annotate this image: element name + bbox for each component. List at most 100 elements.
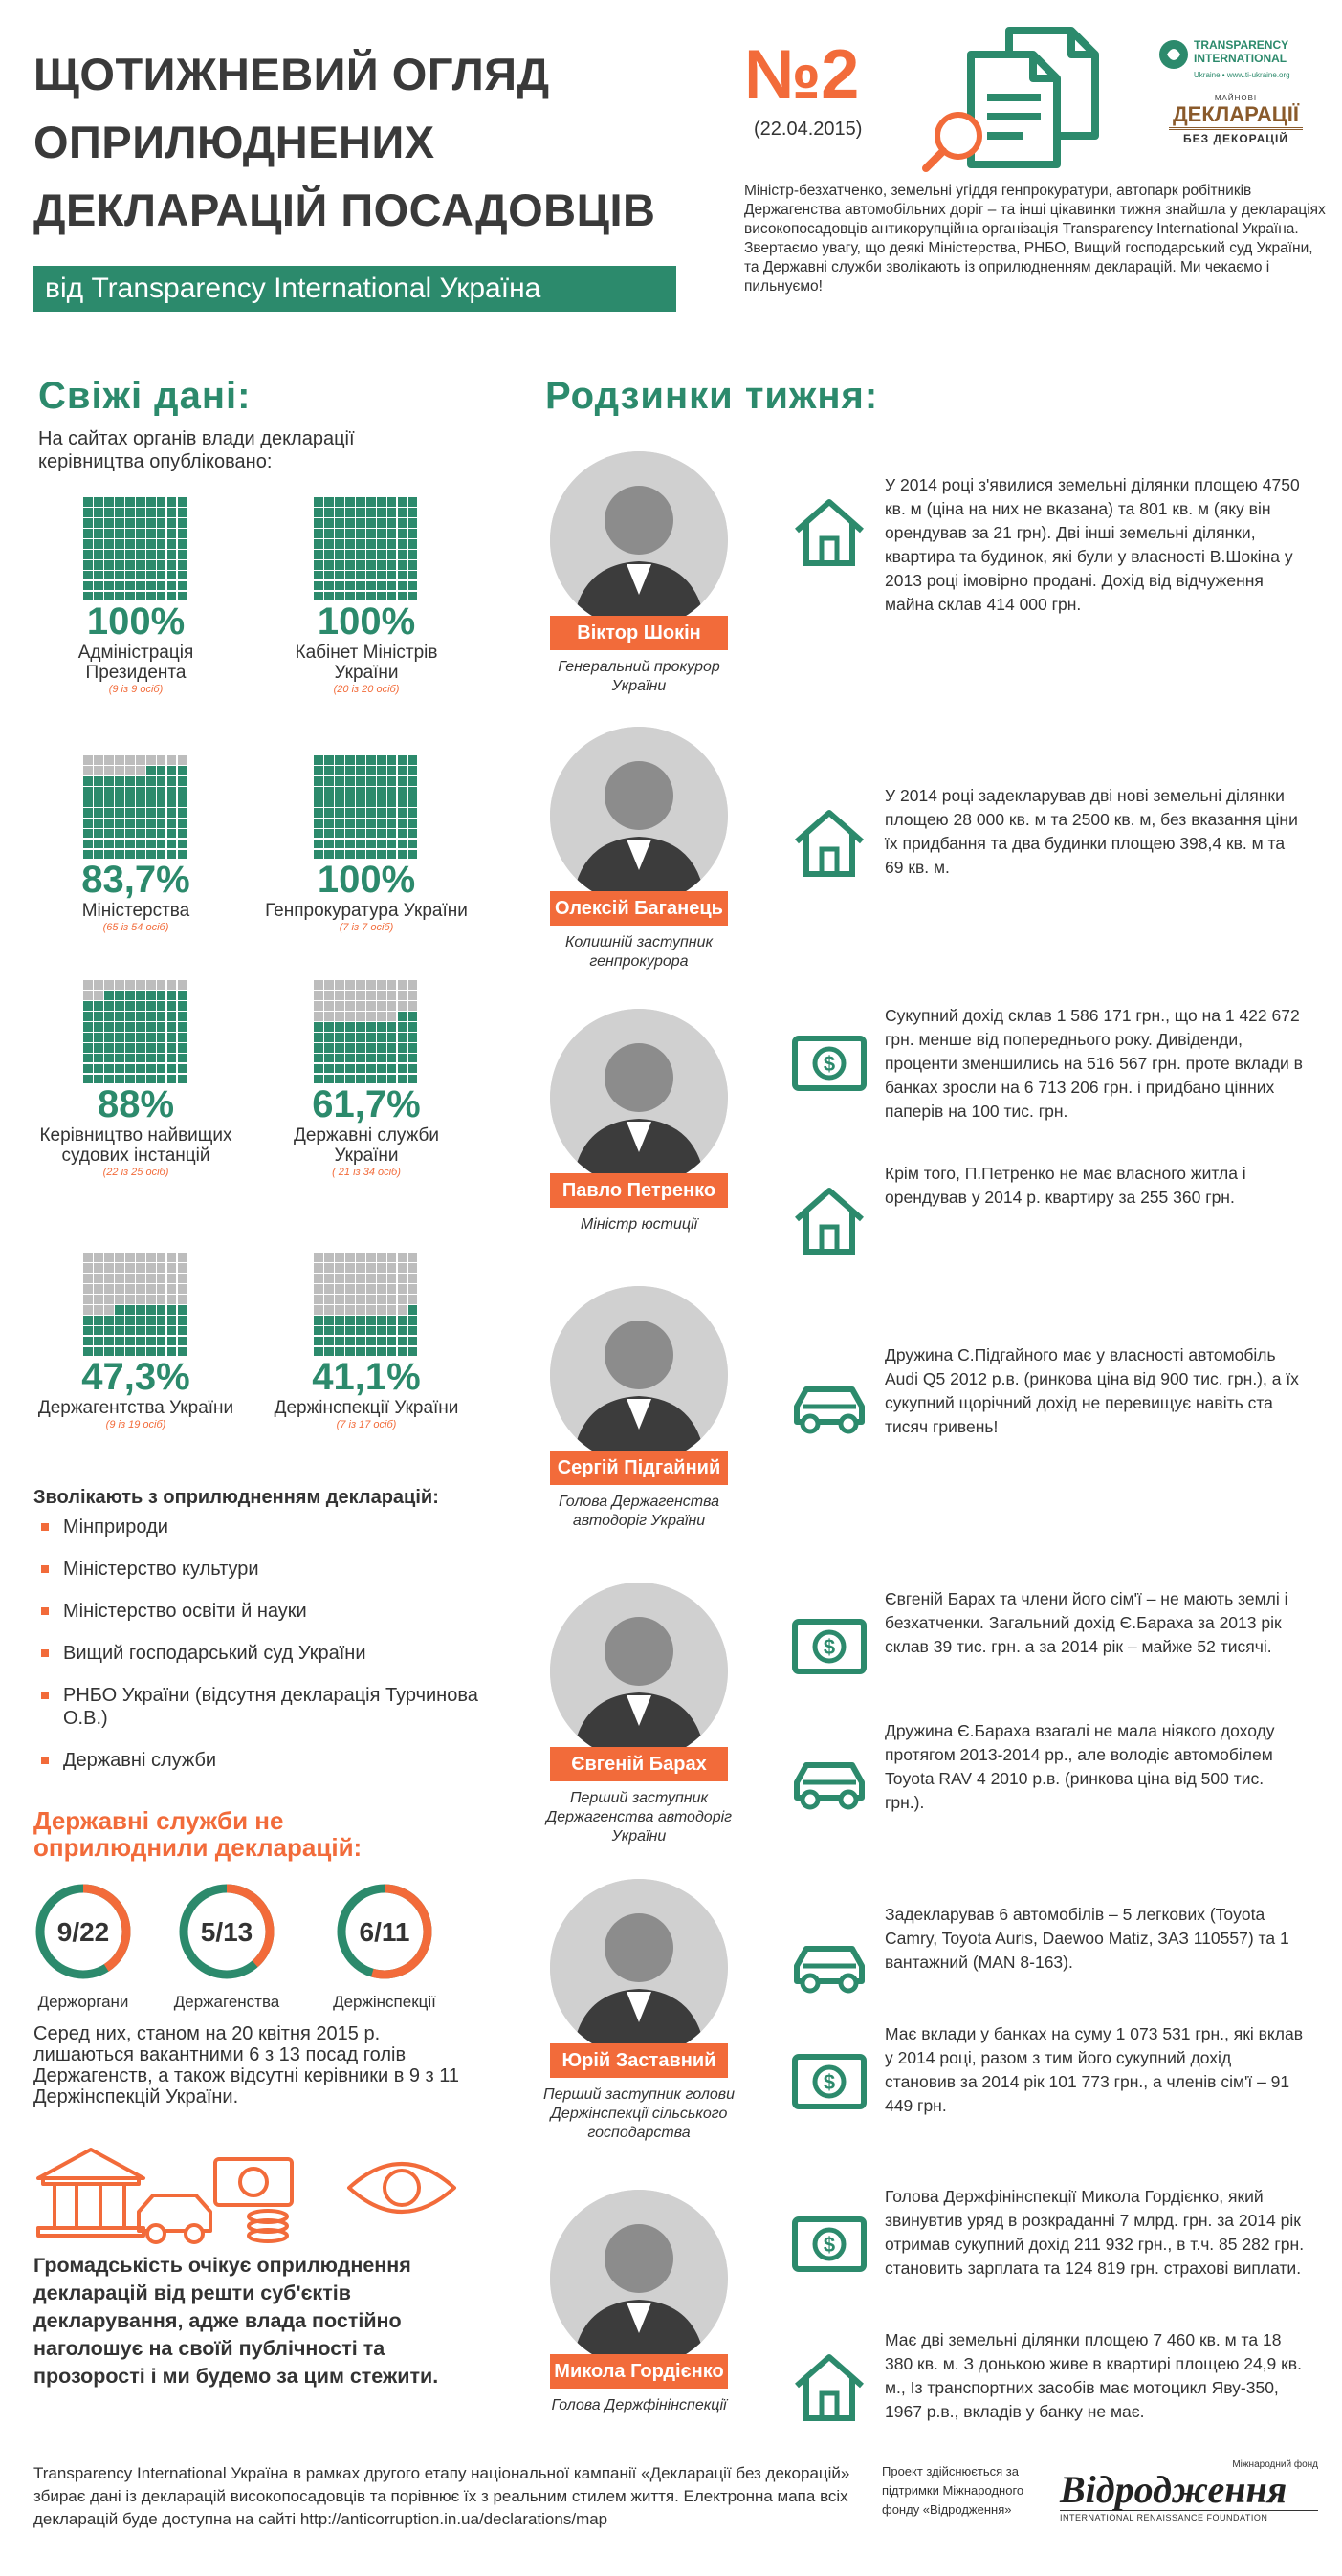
waffle-cell — [334, 990, 344, 1000]
waffle-cell — [314, 570, 323, 580]
waffle-cell — [314, 1253, 323, 1262]
waffle-cell — [103, 1000, 114, 1011]
waffle-cell — [114, 849, 124, 860]
waffle-cell — [177, 990, 187, 1000]
waffle-cell — [145, 797, 156, 807]
waffle-cell — [114, 1262, 124, 1273]
waffle-cell — [177, 559, 187, 570]
waffle-cell — [177, 828, 187, 839]
waffle-cell — [397, 1011, 407, 1021]
waffle-cell — [344, 849, 355, 860]
money-icon: $ — [789, 2041, 869, 2122]
waffle-cell — [344, 1304, 355, 1315]
waffle-cell — [397, 849, 407, 860]
waffle-cell — [355, 765, 365, 775]
delay-item-text: Міністерство освіти й науки — [63, 1601, 307, 1622]
waffle-cell — [344, 549, 355, 559]
waffle-cell — [397, 807, 407, 818]
waffle-cell — [135, 497, 145, 507]
waffle-cell — [166, 786, 177, 797]
waffle-cell — [135, 1032, 145, 1042]
waffle-cell — [145, 538, 156, 549]
waffle-cell — [314, 528, 323, 538]
waffle-cell — [365, 1000, 376, 1011]
waffle-cell — [314, 1304, 323, 1315]
waffle-cell — [156, 1021, 166, 1032]
waffle-cell — [397, 1021, 407, 1032]
stat-note: (9 із 9 осіб) — [108, 684, 164, 696]
waffle-cell — [365, 755, 376, 765]
waffle-cell — [156, 1346, 166, 1357]
waffle-cell — [376, 1273, 386, 1283]
waffle-cell — [166, 538, 177, 549]
waffle-cell — [355, 570, 365, 580]
waffle-cell — [156, 1315, 166, 1325]
waffle-cell — [334, 549, 344, 559]
waffle-cell — [83, 797, 93, 807]
waffle-cell — [156, 1011, 166, 1021]
waffle-cell — [314, 818, 323, 828]
waffle-cell — [103, 1063, 114, 1074]
bullet-icon — [41, 1565, 49, 1573]
waffle-cell — [83, 497, 93, 507]
waffle-cell — [124, 1000, 135, 1011]
stat-label: Держагентства України — [37, 1398, 234, 1419]
person-fact: У 2014 році задекларував дві нові земель… — [885, 786, 1298, 877]
waffle-cell — [135, 549, 145, 559]
waffle-cell — [407, 1283, 418, 1294]
waffle-cell — [314, 538, 323, 549]
waffle-cell — [103, 549, 114, 559]
waffle-cell — [397, 797, 407, 807]
waffle-cell — [177, 528, 187, 538]
waffle-cell — [344, 1074, 355, 1084]
waffle-cell — [156, 1053, 166, 1063]
waffle-cell — [334, 559, 344, 570]
waffle-cell — [314, 1042, 323, 1053]
waffle-cell — [124, 849, 135, 860]
waffle-cell — [386, 807, 397, 818]
waffle-cell — [166, 797, 177, 807]
ring-value: 6/11 — [360, 1917, 410, 1947]
intro-paragraph-2: Звертаємо увагу, що деякі Міністерства, … — [744, 240, 1313, 295]
waffle-cell — [114, 1346, 124, 1357]
intro-text: Міністр-безхатченко, земельні угіддя ген… — [744, 182, 1328, 296]
waffle-cell — [334, 818, 344, 828]
waffle-cell — [323, 1063, 334, 1074]
waffle-cell — [145, 1063, 156, 1074]
waffle-cell — [376, 807, 386, 818]
waffle-cell — [397, 549, 407, 559]
waffle-cell — [323, 818, 334, 828]
highlights-title: Родзинки тижня: — [545, 375, 879, 417]
waffle-cell — [135, 849, 145, 860]
waffle-cell — [365, 549, 376, 559]
waffle-cell — [386, 980, 397, 990]
waffle-cell — [83, 839, 93, 849]
waffle-cell — [166, 1063, 177, 1074]
stat-percent: 47,3% — [81, 1356, 190, 1399]
waffle-cell — [323, 1000, 334, 1011]
waffle-cell — [344, 570, 355, 580]
waffle-cell — [355, 1074, 365, 1084]
waffle-cell — [355, 818, 365, 828]
stat-label: Адміністрація Президента — [77, 643, 194, 684]
waffle-cell — [124, 786, 135, 797]
campaign-logo-main: ДЕКЛАРАЦІЇ — [1169, 102, 1303, 130]
waffle-cell — [93, 765, 103, 775]
waffle-cell — [323, 786, 334, 797]
waffle-cell — [365, 507, 376, 517]
waffle-cell — [83, 507, 93, 517]
waffle-cell — [386, 765, 397, 775]
waffle-cell — [145, 1262, 156, 1273]
waffle-cell — [145, 1273, 156, 1283]
waffle-cell — [135, 1262, 145, 1273]
waffle-cell — [156, 591, 166, 601]
waffle-cell — [355, 1053, 365, 1063]
waffle-cell — [177, 839, 187, 849]
waffle-cell — [103, 1053, 114, 1063]
waffle-cell — [145, 849, 156, 860]
waffle-cell — [135, 1273, 145, 1283]
waffle-cell — [124, 839, 135, 849]
waffle-cell — [124, 1042, 135, 1053]
vacancy-text: Серед них, станом на 20 квітня 2015 р. л… — [33, 2023, 460, 2107]
waffle-cell — [83, 1294, 93, 1304]
